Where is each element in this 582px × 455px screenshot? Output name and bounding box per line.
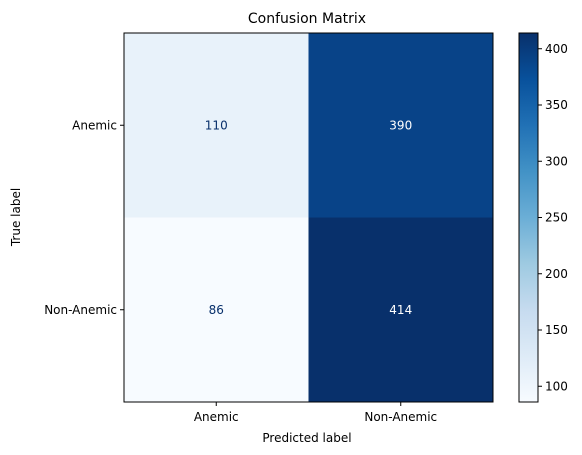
- heatmap-cells: [124, 33, 494, 403]
- colorbar-tick-label: 250: [545, 211, 568, 225]
- colorbar-tick-label: 100: [545, 379, 568, 393]
- x-tick-label: Anemic: [194, 410, 239, 424]
- heatmap-cell: [308, 217, 494, 403]
- colorbar-tick-label: 350: [545, 98, 568, 112]
- colorbar-tick-label: 300: [545, 154, 568, 168]
- cell-value-label: 110: [205, 118, 228, 132]
- colorbar: [518, 32, 539, 403]
- colorbar-tick-label: 150: [545, 323, 568, 337]
- chart-title: Confusion Matrix: [248, 11, 366, 27]
- y-axis-ticks: Anemic Non-Anemic: [44, 118, 124, 317]
- y-tick-label: Non-Anemic: [44, 303, 117, 317]
- colorbar-ticks: 100 150 200 250 300 350 400: [538, 42, 568, 393]
- colorbar-tick-label: 200: [545, 267, 568, 281]
- cell-value-label: 414: [389, 303, 412, 317]
- x-axis-ticks: Anemic Non-Anemic: [194, 402, 437, 424]
- y-tick-label: Anemic: [72, 118, 117, 132]
- x-tick-label: Non-Anemic: [364, 410, 437, 424]
- colorbar-tick-label: 400: [545, 42, 568, 56]
- heatmap-cell: [124, 217, 309, 403]
- heatmap-cell: [308, 33, 494, 218]
- heatmap-cell: [124, 33, 309, 218]
- plot-frame: [123, 32, 494, 403]
- heatmap-cell-labels: 110 390 86 414: [205, 118, 412, 317]
- y-axis-label: True label: [9, 188, 23, 247]
- cell-value-label: 86: [209, 303, 224, 317]
- x-axis-label: Predicted label: [262, 431, 351, 445]
- cell-value-label: 390: [389, 118, 412, 132]
